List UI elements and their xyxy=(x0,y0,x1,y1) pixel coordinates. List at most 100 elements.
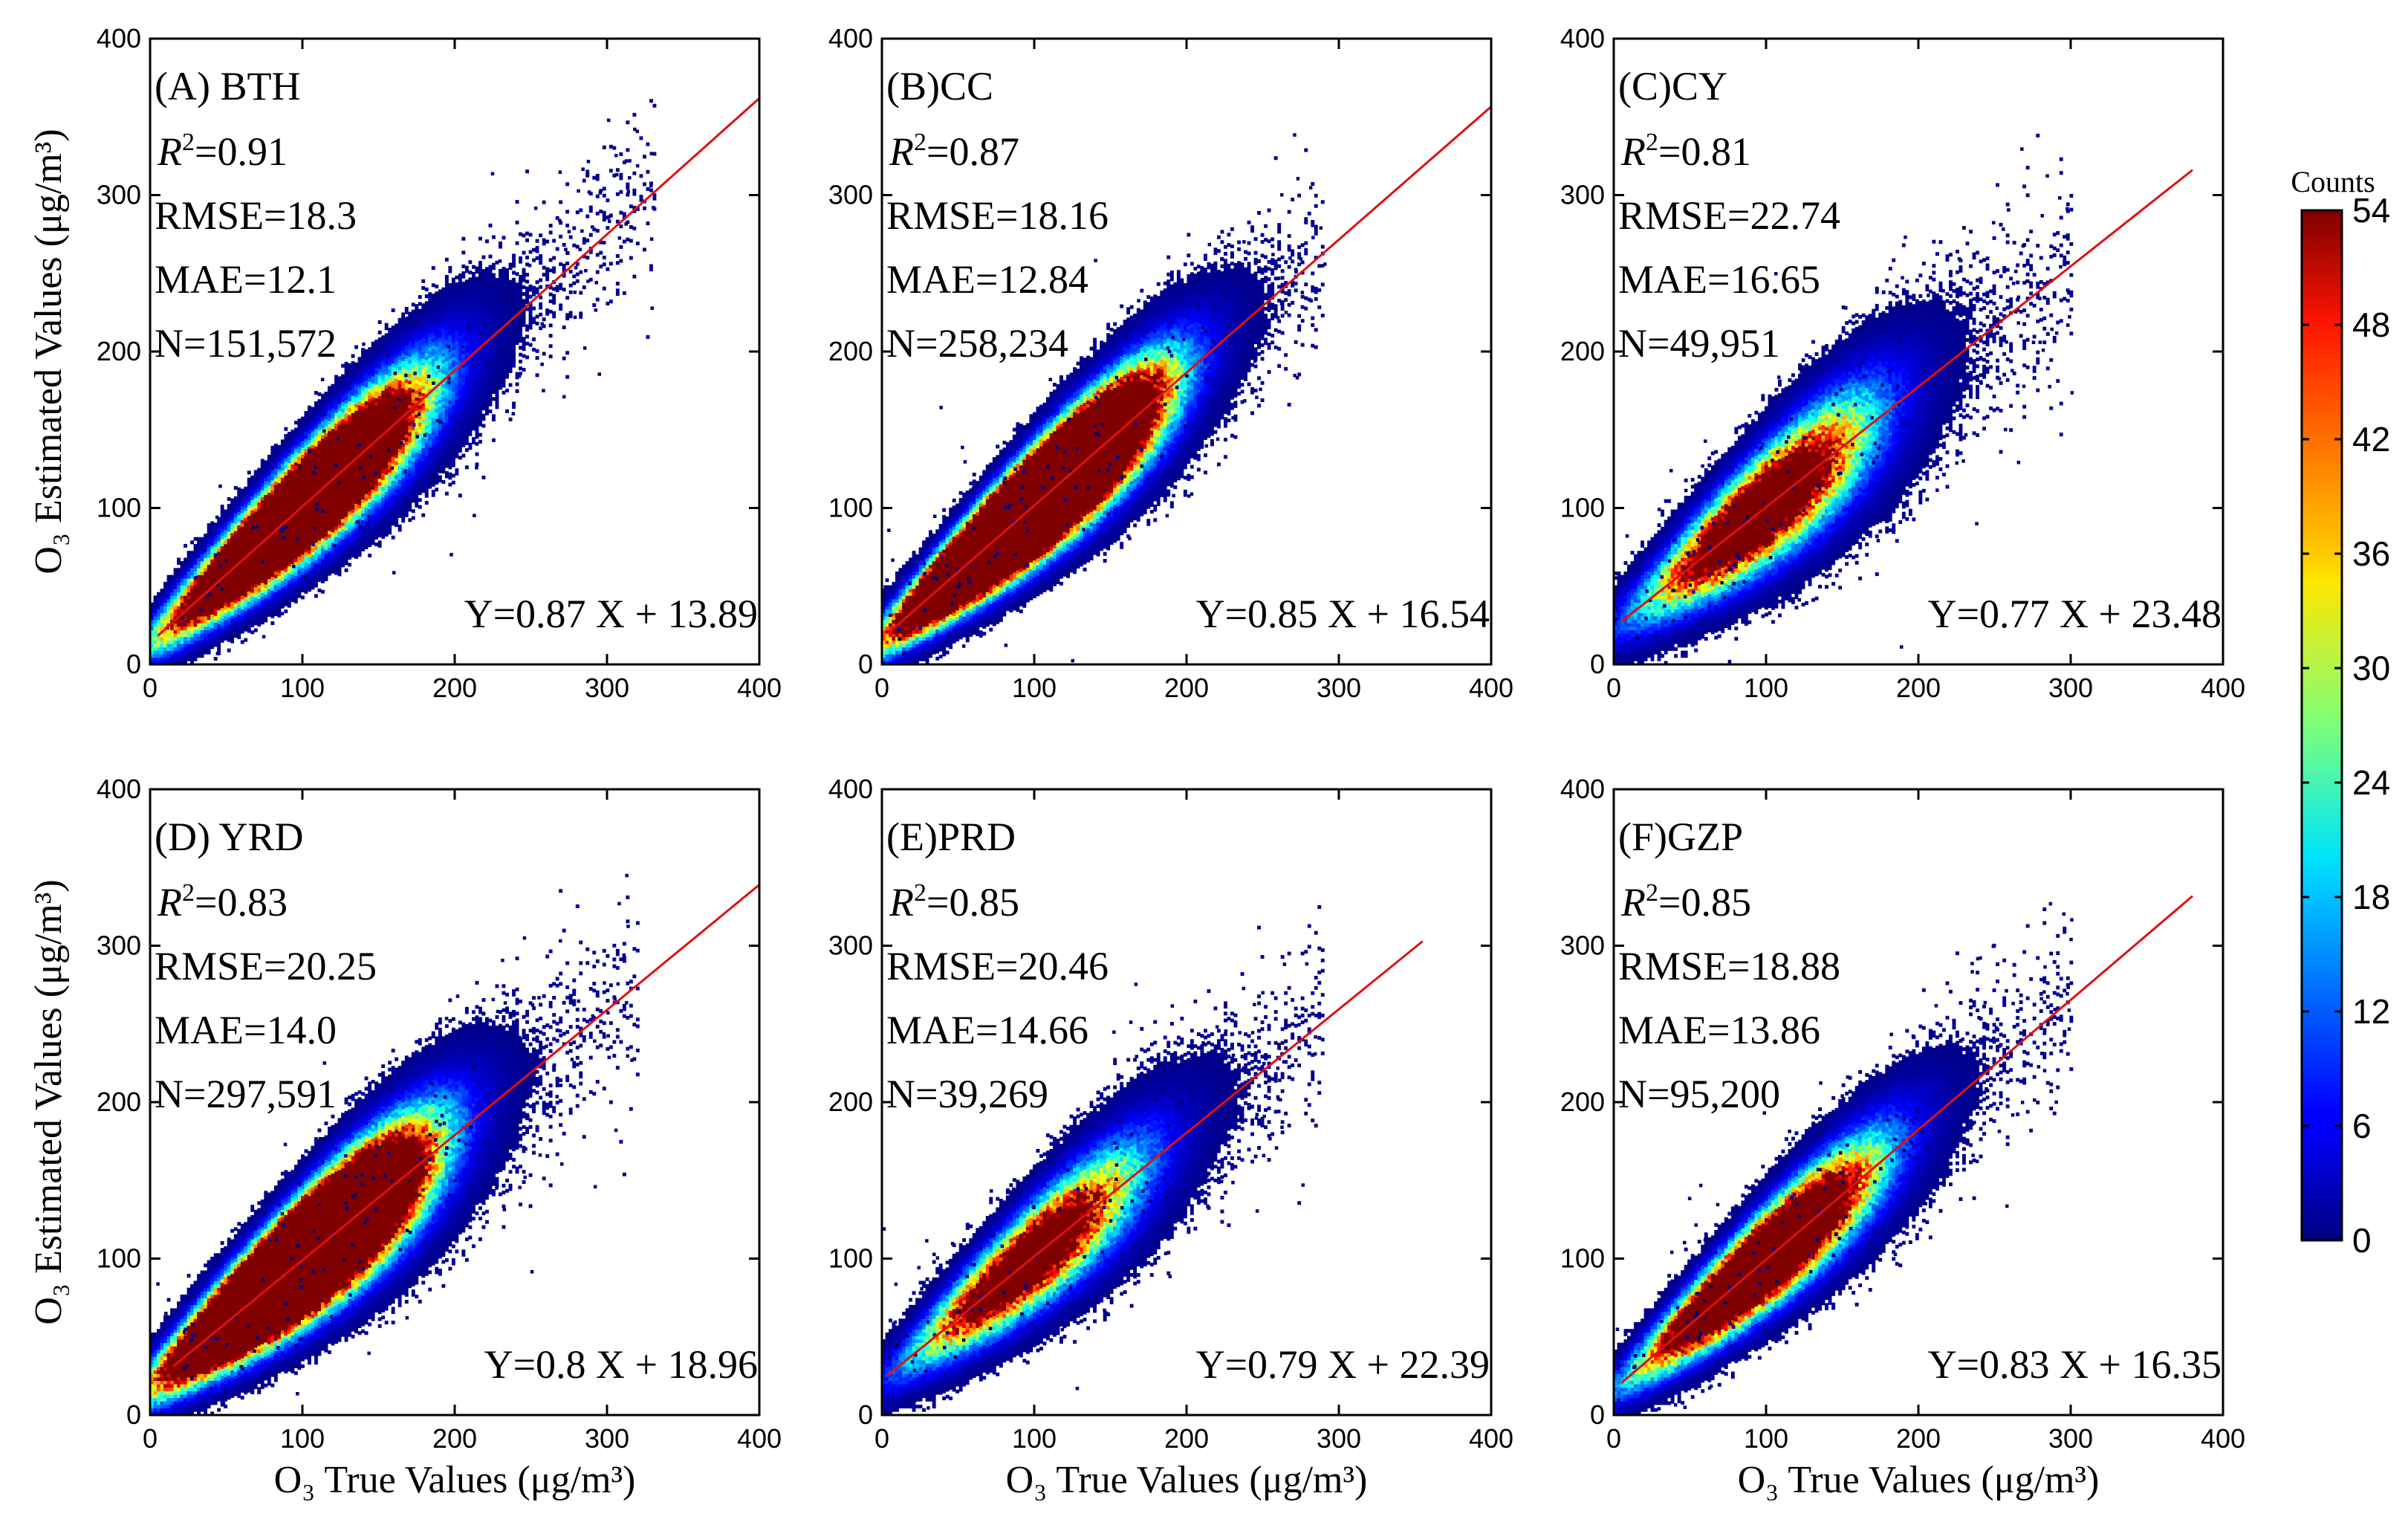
density-bin xyxy=(267,561,271,566)
density-bin xyxy=(391,398,395,402)
density-bin xyxy=(381,435,386,439)
density-bin xyxy=(391,353,395,357)
density-bin xyxy=(230,515,235,519)
density-bin xyxy=(240,537,244,541)
density-bin xyxy=(177,602,181,606)
density-bin xyxy=(397,490,402,494)
density-bin xyxy=(374,442,379,447)
density-bin xyxy=(293,421,298,425)
density-bin xyxy=(472,344,476,349)
density-bin xyxy=(284,482,288,486)
density-bin xyxy=(270,535,275,540)
density-bin xyxy=(224,592,228,596)
density-bin xyxy=(230,608,235,612)
density-bin xyxy=(404,444,409,449)
density-bin xyxy=(317,526,322,531)
density-bin xyxy=(381,504,386,508)
density-bin xyxy=(321,524,325,528)
density-bin xyxy=(391,394,395,398)
density-bin xyxy=(344,413,348,418)
density-bin xyxy=(388,503,392,508)
density-bin xyxy=(331,459,335,464)
density-bin xyxy=(444,299,449,303)
density-bin xyxy=(301,468,305,472)
density-bin xyxy=(293,527,298,531)
density-bin xyxy=(220,556,224,560)
density-bin xyxy=(441,287,446,291)
density-bin xyxy=(207,602,211,606)
density-bin xyxy=(207,547,211,551)
density-bin xyxy=(435,367,439,372)
density-bin xyxy=(166,644,171,648)
density-bin xyxy=(277,444,282,449)
density-bin xyxy=(237,587,241,592)
density-bin xyxy=(267,547,271,551)
density-bin xyxy=(421,451,426,456)
density-bin xyxy=(240,606,244,610)
density-bin xyxy=(435,374,439,378)
density-bin xyxy=(485,273,489,278)
density-bin xyxy=(391,449,395,453)
density-bin xyxy=(371,465,375,470)
density-bin xyxy=(472,395,476,400)
density-bin xyxy=(317,475,322,479)
density-bin xyxy=(488,347,493,352)
density-bin xyxy=(257,567,262,572)
density-bin xyxy=(381,401,386,405)
density-bin xyxy=(374,505,379,509)
density-bin xyxy=(217,644,221,649)
density-bin xyxy=(348,404,351,409)
density-bin xyxy=(364,383,369,388)
density-bin xyxy=(415,359,419,363)
density-bin xyxy=(184,606,187,610)
density-bin xyxy=(210,621,215,625)
density-bin xyxy=(351,467,355,472)
density-bin xyxy=(361,409,365,414)
density-bin xyxy=(328,569,331,572)
density-bin xyxy=(381,414,386,418)
density-bin xyxy=(217,596,221,600)
density-bin xyxy=(227,576,231,580)
density-bin xyxy=(448,303,452,308)
density-bin xyxy=(317,433,322,438)
density-bin xyxy=(170,644,174,648)
density-bin xyxy=(227,548,231,553)
density-bin xyxy=(377,433,382,438)
density-bin xyxy=(354,431,358,436)
density-bin xyxy=(475,431,479,436)
density-bin xyxy=(348,511,351,515)
density-bin xyxy=(321,466,325,470)
density-bin xyxy=(314,425,318,430)
density-bin xyxy=(253,542,258,546)
density-bin xyxy=(287,459,291,464)
density-bin xyxy=(374,339,379,343)
density-bin xyxy=(280,580,285,585)
density-bin xyxy=(237,618,241,622)
density-bin xyxy=(481,362,486,366)
density-bin xyxy=(364,349,369,353)
density-bin xyxy=(293,517,298,521)
density-bin xyxy=(485,294,489,299)
density-bin xyxy=(364,377,369,381)
density-bin xyxy=(397,383,402,387)
density-bin xyxy=(451,377,455,381)
density-bin xyxy=(280,577,285,581)
density-bin xyxy=(328,485,331,490)
density-bin xyxy=(317,444,322,448)
density-bin xyxy=(334,378,338,383)
density-bin xyxy=(391,343,395,347)
density-bin xyxy=(461,409,466,413)
density-bin xyxy=(388,407,392,411)
density-bin xyxy=(331,418,335,422)
density-bin xyxy=(354,496,358,501)
density-bin xyxy=(458,321,462,326)
density-bin xyxy=(293,486,298,491)
density-bin xyxy=(220,625,224,629)
density-bin xyxy=(458,359,462,363)
density-bin xyxy=(257,588,262,592)
density-bin xyxy=(404,485,409,490)
density-bin xyxy=(451,450,455,454)
density-bin xyxy=(441,452,446,456)
density-bin xyxy=(478,291,482,296)
density-bin xyxy=(250,565,255,569)
